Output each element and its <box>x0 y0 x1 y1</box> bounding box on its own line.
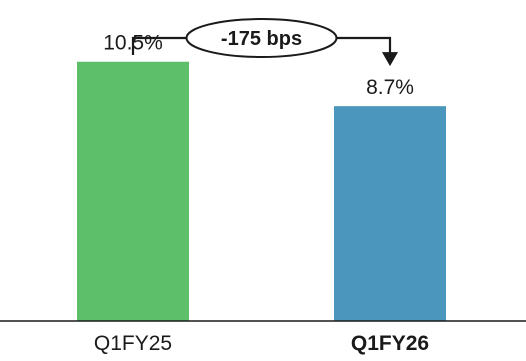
data-label-q1fy26: 8.7% <box>366 76 414 99</box>
annotation-bubble <box>185 18 338 58</box>
annotation-text: -175 bps <box>221 28 302 50</box>
category-label-q1fy26: Q1FY26 <box>351 332 429 355</box>
category-label-q1fy25: Q1FY25 <box>94 332 172 355</box>
bar-q1fy25 <box>77 61 189 321</box>
annotation-arrowhead <box>382 52 398 67</box>
bar-q1fy26 <box>334 106 446 321</box>
category-labels-layer: Q1FY25 Q1FY26 <box>94 332 429 355</box>
bars-layer <box>77 61 446 321</box>
change-annotation: -175 bps <box>131 18 398 67</box>
